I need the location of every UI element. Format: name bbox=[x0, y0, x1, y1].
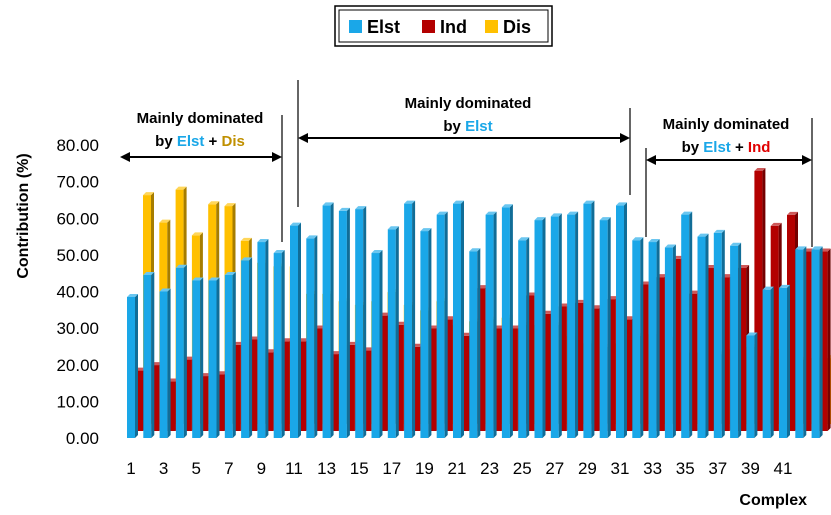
legend-label-elst: Elst bbox=[367, 17, 400, 37]
x-tick-label: 17 bbox=[382, 459, 401, 478]
annotation-label: by Elst bbox=[443, 118, 492, 135]
annotations: Mainly dominated by Elst + Dis Mainly domi… bbox=[120, 80, 813, 247]
legend-frame bbox=[334, 5, 553, 47]
x-tick-label: 7 bbox=[224, 459, 233, 478]
bar-elst bbox=[632, 237, 644, 438]
annotation-label: Mainly dominated bbox=[405, 95, 532, 112]
annotation-label: Mainly dominated bbox=[663, 116, 790, 133]
legend-label-ind: Ind bbox=[440, 17, 467, 37]
bar-elst bbox=[192, 277, 204, 438]
bar-elst bbox=[746, 332, 758, 438]
bar-elst bbox=[795, 246, 807, 438]
legend-swatch-elst bbox=[349, 20, 362, 33]
bar-elst bbox=[518, 237, 530, 438]
bar-elst bbox=[453, 200, 464, 438]
bar-elst bbox=[681, 211, 693, 438]
x-tick-label: 41 bbox=[774, 459, 793, 478]
x-axis: 1 3 5 7 9 11 13 15 17 19 21 23 25 27 29 31 33 35 37 39 41 bbox=[126, 459, 792, 478]
bar-elst bbox=[713, 229, 725, 438]
bar-elst bbox=[175, 264, 187, 438]
x-tick-label: 35 bbox=[676, 459, 695, 478]
y-tick-label: 40.00 bbox=[56, 283, 99, 302]
y-tick-label: 50.00 bbox=[56, 246, 99, 265]
bar-elst bbox=[159, 288, 171, 438]
bar-elst bbox=[420, 228, 432, 438]
x-tick-label: 5 bbox=[191, 459, 200, 478]
bar-elst bbox=[779, 284, 790, 438]
bar-elst bbox=[616, 202, 627, 438]
bar-elst bbox=[290, 222, 301, 438]
annotation-label: by Elst + Dis bbox=[155, 133, 245, 150]
x-tick-label: 33 bbox=[643, 459, 662, 478]
bar-elst bbox=[697, 233, 709, 438]
x-tick-label: 3 bbox=[159, 459, 168, 478]
x-tick-label: 27 bbox=[545, 459, 564, 478]
bar-elst bbox=[583, 200, 595, 438]
y-axis: 0.00 10.00 20.00 30.00 40.00 50.00 60.00 70.00 8… bbox=[56, 136, 99, 448]
bar-elst bbox=[387, 226, 399, 438]
x-tick-label: 21 bbox=[448, 459, 467, 478]
x-tick-label: 37 bbox=[708, 459, 727, 478]
annotation-label: Mainly dominated bbox=[137, 110, 264, 127]
y-axis-title: Contribution (%) bbox=[15, 153, 32, 278]
bar-elst bbox=[469, 248, 481, 438]
x-tick-label: 39 bbox=[741, 459, 760, 478]
bar-elst bbox=[485, 211, 497, 438]
bar-elst bbox=[208, 277, 220, 438]
y-tick-label: 30.00 bbox=[56, 319, 99, 338]
bar-elst bbox=[664, 244, 676, 438]
y-tick-label: 10.00 bbox=[56, 392, 99, 411]
x-tick-label: 15 bbox=[350, 459, 369, 478]
bar-elst bbox=[762, 286, 774, 438]
y-tick-label: 0.00 bbox=[66, 429, 99, 448]
bar-elst bbox=[355, 206, 367, 438]
x-axis-title: Complex bbox=[739, 492, 807, 509]
x-tick-label: 13 bbox=[317, 459, 336, 478]
legend-label-dis: Dis bbox=[503, 17, 531, 37]
bar-elst bbox=[241, 257, 253, 438]
x-tick-label: 1 bbox=[126, 459, 135, 478]
bar-elst bbox=[404, 200, 416, 438]
bar-elst bbox=[127, 293, 138, 438]
legend-swatch-dis bbox=[485, 20, 498, 33]
legend-swatch-ind bbox=[422, 20, 435, 33]
bar-elst bbox=[534, 217, 546, 438]
bar-elst bbox=[143, 272, 155, 438]
x-tick-label: 9 bbox=[257, 459, 266, 478]
bar-elst bbox=[550, 213, 562, 438]
x-tick-label: 19 bbox=[415, 459, 434, 478]
bars bbox=[127, 167, 831, 438]
bar-elst bbox=[306, 235, 318, 438]
x-tick-label: 31 bbox=[611, 459, 630, 478]
y-tick-label: 70.00 bbox=[56, 173, 99, 192]
bar-elst bbox=[273, 250, 285, 438]
y-tick-label: 20.00 bbox=[56, 356, 99, 375]
x-tick-label: 29 bbox=[578, 459, 597, 478]
bar-elst bbox=[371, 250, 383, 438]
bar-elst bbox=[730, 242, 742, 438]
bar-elst bbox=[322, 202, 334, 438]
x-tick-label: 25 bbox=[513, 459, 532, 478]
bar-elst bbox=[501, 204, 513, 438]
legend: Elst Ind Dis bbox=[334, 5, 553, 47]
annotation-label: by Elst + Ind bbox=[682, 139, 771, 156]
bar-elst bbox=[811, 246, 823, 438]
bar-elst bbox=[648, 239, 660, 438]
y-tick-label: 60.00 bbox=[56, 209, 99, 228]
bar-elst bbox=[567, 211, 579, 438]
y-tick-label: 80.00 bbox=[56, 136, 99, 155]
bar-elst bbox=[338, 207, 350, 438]
bar-elst bbox=[436, 211, 448, 438]
bar-elst bbox=[599, 217, 611, 438]
x-tick-label: 11 bbox=[285, 459, 303, 478]
bar-elst bbox=[257, 239, 269, 438]
x-tick-label: 23 bbox=[480, 459, 499, 478]
bar-elst bbox=[224, 272, 236, 438]
